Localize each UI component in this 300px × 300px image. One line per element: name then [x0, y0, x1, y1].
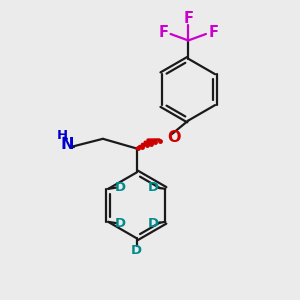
Text: F: F — [183, 11, 193, 26]
Text: D: D — [148, 181, 159, 194]
Text: H: H — [57, 129, 68, 142]
Text: O: O — [168, 130, 181, 145]
Text: D: D — [148, 217, 159, 230]
Text: F: F — [158, 25, 168, 40]
Text: F: F — [208, 25, 218, 40]
Text: D: D — [114, 181, 125, 194]
Text: D: D — [114, 217, 125, 230]
Text: D: D — [131, 244, 142, 256]
Text: N: N — [60, 136, 74, 152]
